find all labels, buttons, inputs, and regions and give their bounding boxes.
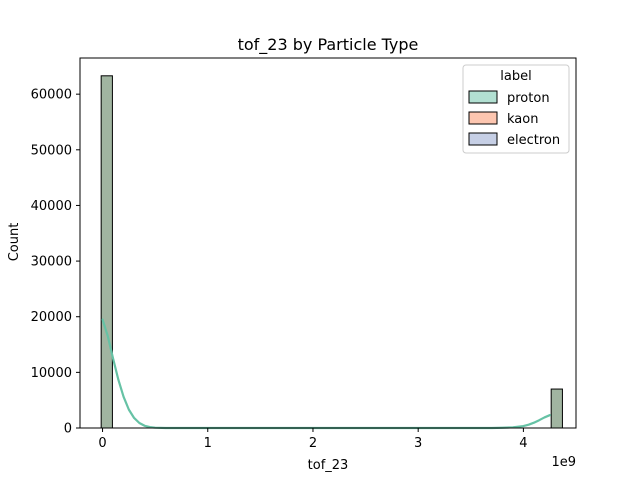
legend-label-kaon: kaon (507, 112, 538, 127)
x-tick-label: 4 (519, 436, 527, 451)
legend-label-electron: electron (507, 133, 560, 148)
y-tick-label: 40000 (31, 199, 72, 214)
y-tick-label: 30000 (31, 255, 72, 270)
x-axis-offset-label: 1e9 (551, 455, 576, 470)
legend: label proton kaon electron (462, 64, 570, 154)
chart-title: tof_23 by Particle Type (238, 35, 419, 55)
x-tick-label: 0 (98, 436, 106, 451)
x-tick-label: 2 (309, 436, 317, 451)
plot-area: 0 1 2 3 4 0 10000 20000 30000 40000 50000 60000 (31, 57, 577, 451)
x-axis-label: tof_23 (308, 458, 349, 473)
y-tick-label: 0 (64, 422, 72, 437)
y-tick-label: 50000 (31, 143, 72, 158)
histogram-bar-0 (100, 75, 113, 429)
x-tick-label: 1 (204, 436, 212, 451)
y-tick-label: 60000 (31, 88, 72, 103)
axes-frame (79, 57, 577, 429)
y-axis-label: Count (7, 223, 22, 262)
legend-label-proton: proton (507, 91, 550, 106)
y-tick-label: 20000 (31, 310, 72, 325)
legend-swatch-proton (468, 90, 498, 104)
legend-swatch-electron (468, 132, 498, 146)
legend-swatch-kaon (468, 111, 498, 125)
legend-title: label (500, 69, 531, 84)
histogram-bar-1 (550, 388, 563, 429)
x-tick-label: 3 (414, 436, 422, 451)
y-tick-label: 10000 (31, 366, 72, 381)
legend-box (462, 64, 570, 154)
